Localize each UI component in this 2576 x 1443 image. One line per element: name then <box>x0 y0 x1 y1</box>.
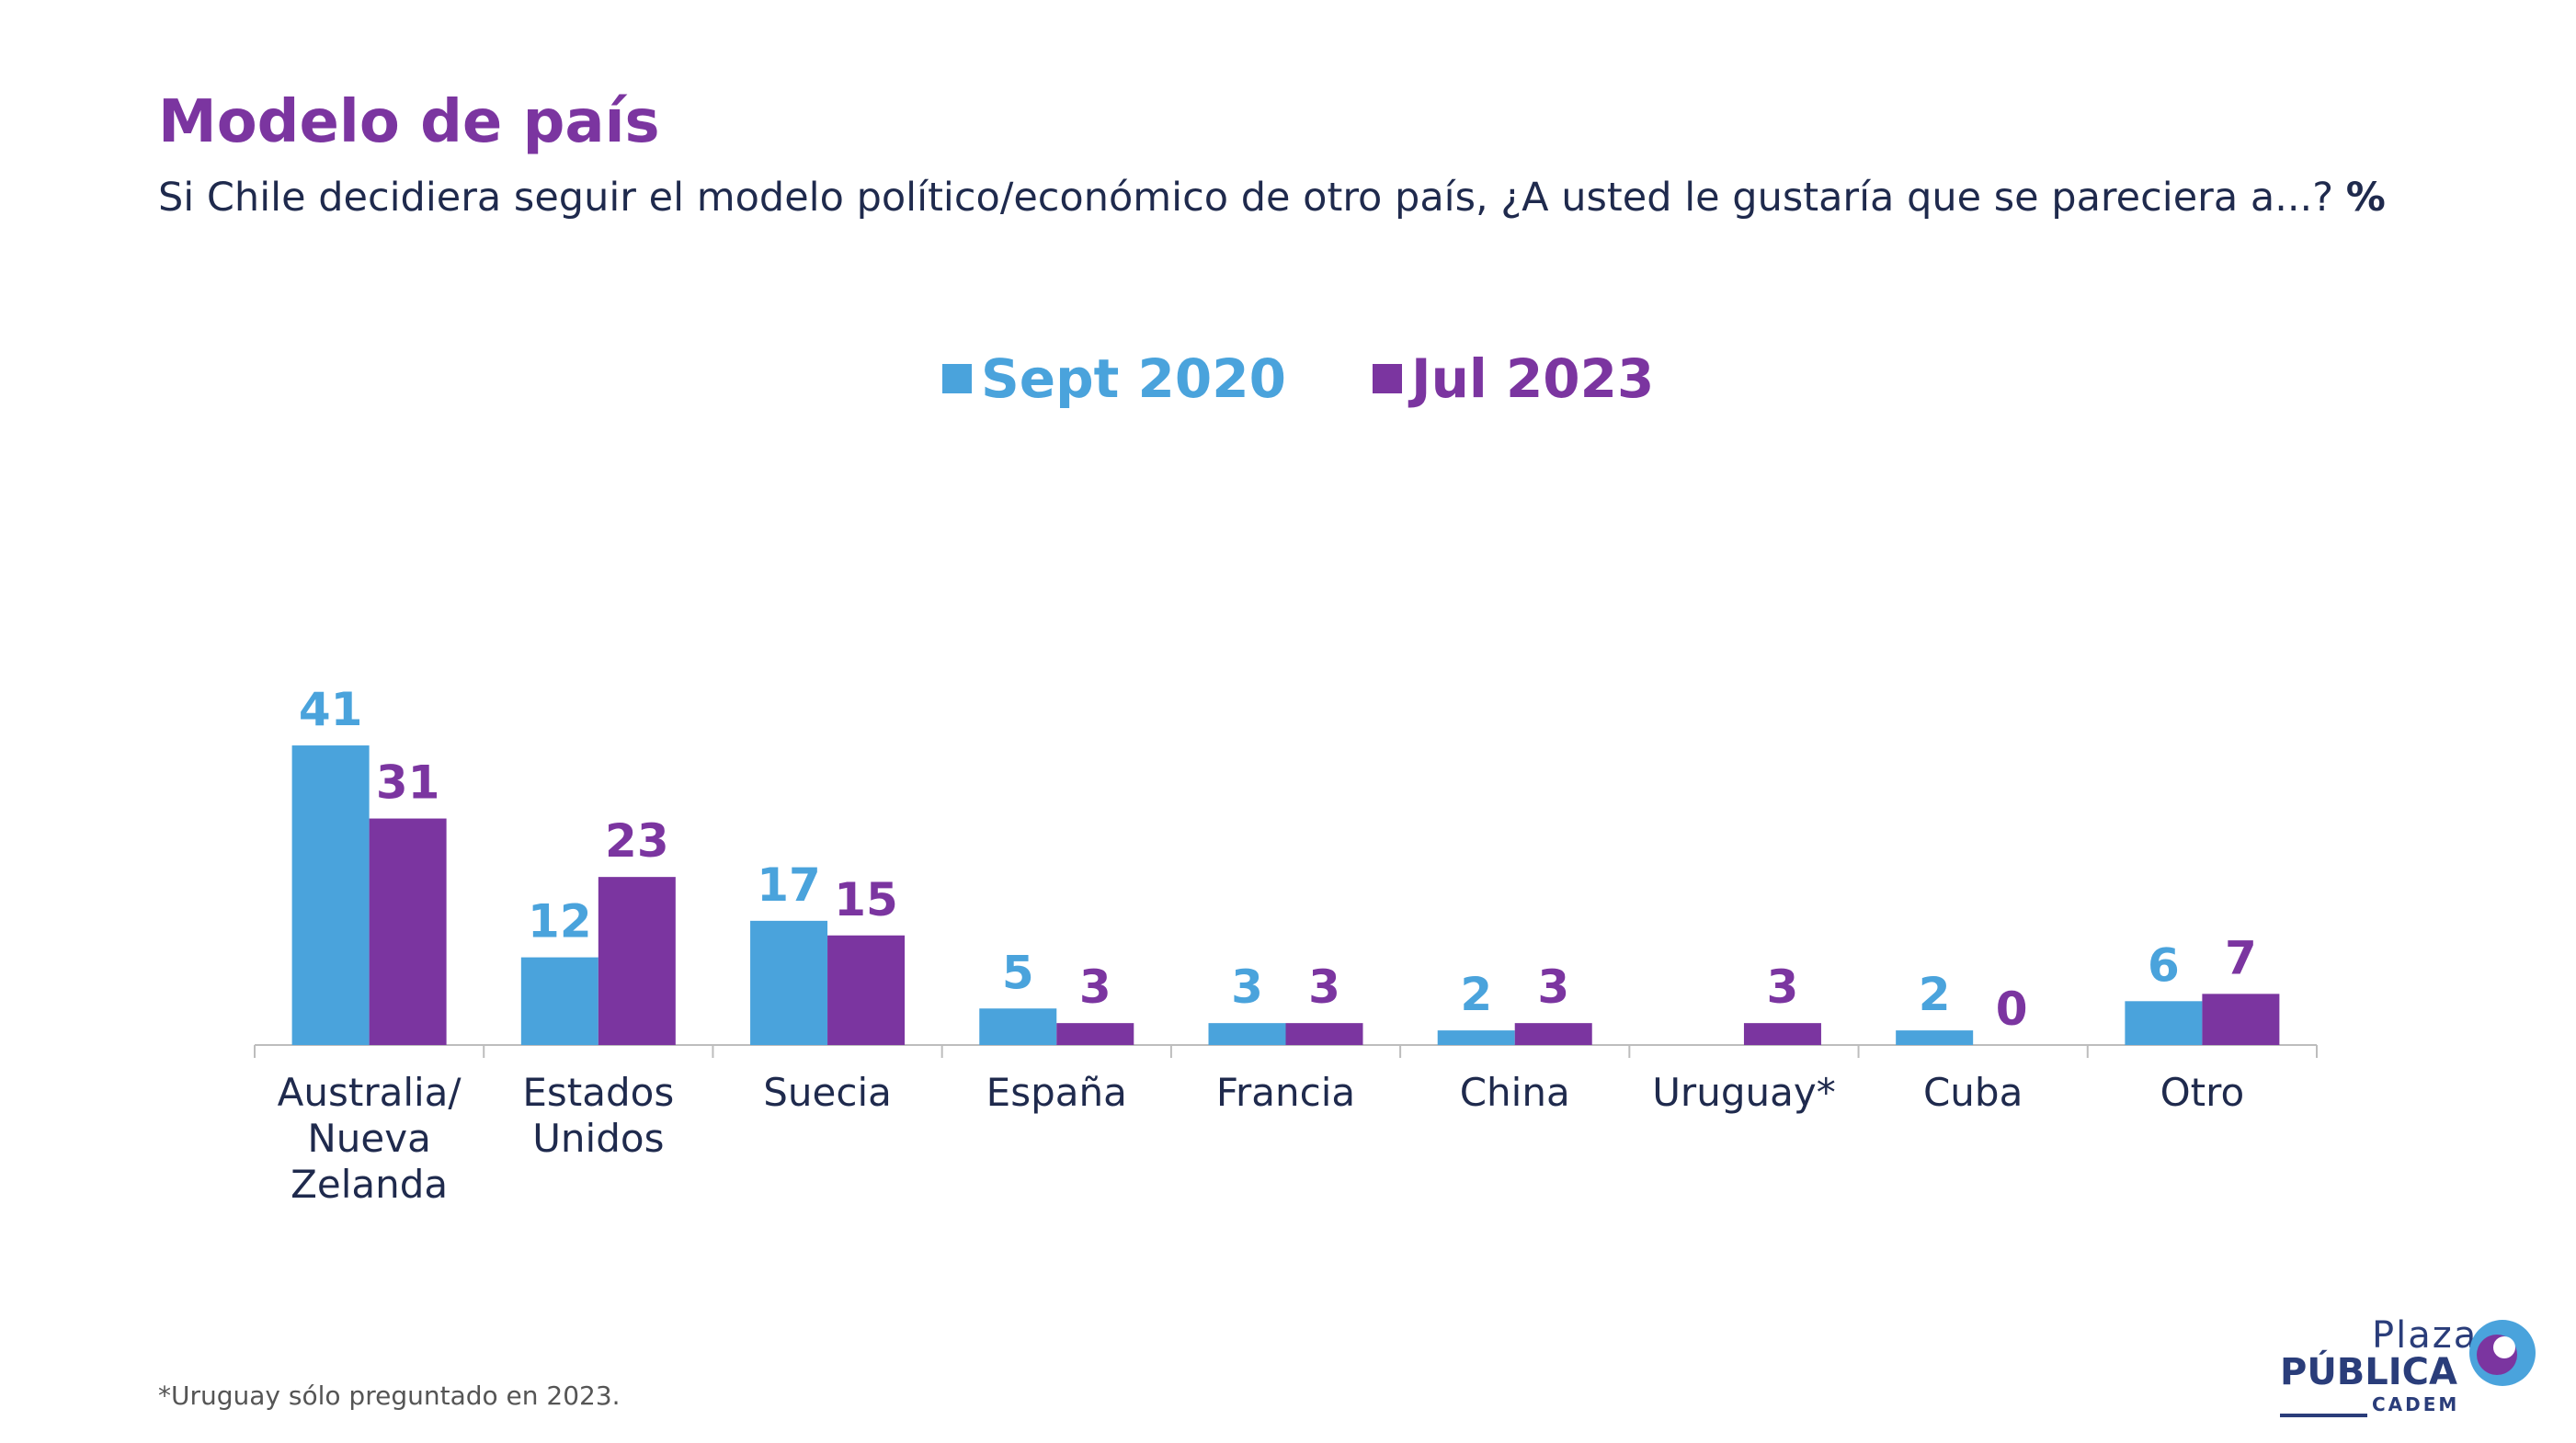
data-label-jul-2023: 3 <box>1308 960 1340 1014</box>
bar-sept-2020 <box>2125 1001 2203 1045</box>
bar-jul-2023 <box>827 935 906 1045</box>
data-label-sept-2020: 2 <box>1460 968 1492 1021</box>
bar-jul-2023 <box>369 818 447 1045</box>
bar-sept-2020 <box>1208 1023 1286 1045</box>
bar-sept-2020 <box>979 1008 1057 1045</box>
logo-underline <box>2280 1414 2367 1417</box>
data-label-sept-2020: 2 <box>1919 968 1951 1021</box>
logo-text-plaza: Plaza <box>2372 1314 2479 1357</box>
data-label-jul-2023: 23 <box>605 814 669 868</box>
x-tick-label: Francia <box>1216 1070 1355 1115</box>
data-label-sept-2020: 41 <box>299 683 363 736</box>
bar-sept-2020 <box>1896 1030 1974 1045</box>
bar-sept-2020 <box>1437 1030 1515 1045</box>
bar-sept-2020 <box>291 745 370 1045</box>
x-tick-label: España <box>986 1070 1127 1115</box>
x-tick-label: Zelanda <box>291 1162 448 1207</box>
x-tick-label: Cuba <box>1923 1070 2023 1115</box>
bar-jul-2023 <box>1514 1023 1592 1045</box>
data-label-jul-2023: 3 <box>1767 960 1799 1014</box>
bar-jul-2023 <box>1056 1023 1134 1045</box>
legend-item-jul-2023: Jul 2023 <box>1373 347 1654 410</box>
bar-chart: 4131Australia/NuevaZelanda1223EstadosUni… <box>254 683 2318 1207</box>
logo-mark-icon <box>2469 1320 2536 1386</box>
data-label-jul-2023: 31 <box>376 756 440 810</box>
bar-jul-2023 <box>1285 1023 1363 1045</box>
bar-jul-2023 <box>2202 994 2280 1045</box>
legend-label-jul-2023: Jul 2023 <box>1411 347 1655 410</box>
x-tick-label: Australia/ <box>278 1070 462 1115</box>
x-tick-label: Unidos <box>532 1116 664 1161</box>
legend-item-sept-2020: Sept 2020 <box>942 347 1286 410</box>
legend-label-sept-2020: Sept 2020 <box>981 347 1286 410</box>
chart-legend: Sept 2020 Jul 2023 <box>0 347 2576 421</box>
bar-sept-2020 <box>750 920 828 1045</box>
page-title: Modelo de país <box>158 88 660 156</box>
data-label-sept-2020: 12 <box>528 895 592 949</box>
data-label-jul-2023: 15 <box>834 873 898 926</box>
data-label-sept-2020: 3 <box>1231 960 1263 1014</box>
x-tick-label: Uruguay* <box>1652 1070 1836 1115</box>
data-label-jul-2023: 3 <box>1079 960 1111 1014</box>
logo-text-publica: PÚBLICA <box>2280 1351 2457 1393</box>
data-label-jul-2023: 0 <box>1996 983 2028 1036</box>
x-tick-label: China <box>1460 1070 1570 1115</box>
page-subtitle: Si Chile decidiera seguir el modelo polí… <box>158 175 2386 221</box>
data-label-jul-2023: 3 <box>1537 960 1569 1014</box>
plaza-publica-cadem-logo: Plaza PÚBLICA CADEM <box>2280 1314 2537 1417</box>
bar-jul-2023 <box>1743 1023 1821 1045</box>
data-label-sept-2020: 6 <box>2148 938 2180 992</box>
x-tick-label: Nueva <box>307 1116 430 1161</box>
subtitle-unit: % <box>2345 175 2386 221</box>
legend-swatch-jul-2023 <box>1373 364 1402 393</box>
subtitle-text: Si Chile decidiera seguir el modelo polí… <box>158 175 2334 221</box>
x-tick-label: Suecia <box>763 1070 892 1115</box>
data-label-sept-2020: 5 <box>1002 946 1034 999</box>
bar-sept-2020 <box>520 957 598 1045</box>
footnote: *Uruguay sólo preguntado en 2023. <box>158 1381 621 1411</box>
x-tick-label: Estados <box>522 1070 674 1115</box>
x-tick-label: Otro <box>2160 1070 2245 1115</box>
data-label-sept-2020: 17 <box>757 858 821 912</box>
data-label-jul-2023: 7 <box>2225 931 2257 984</box>
logo-text-cadem: CADEM <box>2372 1393 2460 1415</box>
legend-swatch-sept-2020 <box>942 364 972 393</box>
bar-jul-2023 <box>598 877 676 1045</box>
